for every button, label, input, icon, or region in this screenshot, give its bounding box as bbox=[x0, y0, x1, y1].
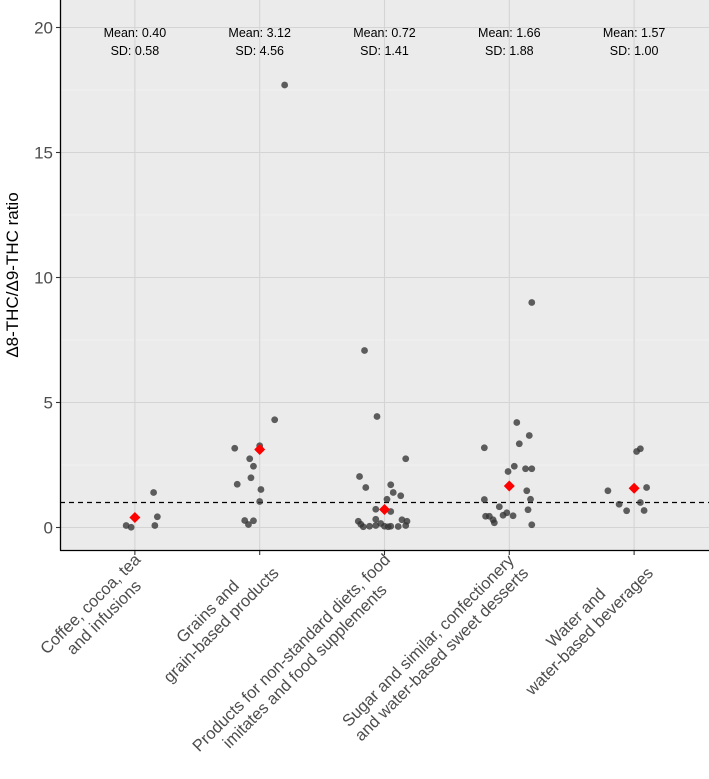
data-point bbox=[615, 500, 623, 508]
data-point bbox=[525, 432, 533, 439]
y-tick-label: 20 bbox=[34, 19, 53, 38]
data-point bbox=[604, 487, 612, 495]
data-point bbox=[361, 347, 368, 354]
data-point bbox=[359, 523, 367, 531]
y-axis-title: Δ8-THC/Δ9-THC ratio bbox=[3, 192, 22, 357]
data-point bbox=[402, 522, 410, 529]
sd-label: SD: 1.88 bbox=[485, 44, 534, 58]
data-point bbox=[372, 515, 380, 523]
data-point bbox=[356, 473, 363, 480]
y-tick-label: 5 bbox=[44, 394, 53, 413]
data-point bbox=[233, 480, 241, 488]
data-point bbox=[643, 484, 650, 491]
data-point bbox=[499, 511, 507, 519]
mean-label: Mean: 1.66 bbox=[478, 26, 541, 40]
sd-label: SD: 1.41 bbox=[360, 44, 409, 58]
data-point bbox=[402, 455, 410, 463]
data-point bbox=[127, 523, 135, 531]
data-points bbox=[122, 81, 650, 531]
data-point bbox=[623, 507, 631, 515]
data-point bbox=[281, 81, 289, 89]
mean-label: Mean: 1.57 bbox=[603, 26, 666, 40]
data-point bbox=[153, 513, 161, 521]
data-point bbox=[528, 299, 536, 306]
summary-annotations: Mean: 0.40 SD: 0.58 Mean: 3.12 SD: 4.56 Mean… bbox=[104, 26, 666, 58]
data-point bbox=[515, 440, 523, 448]
gridlines bbox=[60, 0, 709, 550]
data-point bbox=[151, 522, 159, 529]
data-point bbox=[246, 455, 254, 463]
data-point bbox=[150, 489, 158, 496]
data-point bbox=[495, 503, 503, 511]
y-tick-label: 15 bbox=[34, 144, 53, 163]
data-point bbox=[271, 416, 279, 424]
data-point bbox=[527, 495, 534, 503]
data-point bbox=[231, 444, 239, 452]
data-point bbox=[372, 505, 380, 513]
data-point bbox=[523, 487, 531, 495]
data-point bbox=[480, 496, 488, 503]
y-tick-label: 10 bbox=[34, 269, 53, 288]
x-tick-label-line: water-based beverages bbox=[522, 564, 657, 699]
data-point bbox=[256, 498, 264, 505]
mean-marker bbox=[628, 482, 640, 494]
data-point bbox=[510, 462, 518, 470]
data-point bbox=[397, 492, 405, 500]
mean-label: Mean: 0.72 bbox=[353, 26, 416, 40]
mean-marker bbox=[379, 504, 390, 515]
data-point bbox=[387, 522, 395, 530]
data-point bbox=[257, 486, 265, 493]
data-point bbox=[528, 521, 536, 529]
sd-label: SD: 1.00 bbox=[610, 44, 659, 58]
y-tick-label: 0 bbox=[44, 519, 53, 538]
data-point bbox=[509, 512, 517, 520]
sd-label: SD: 4.56 bbox=[235, 44, 284, 58]
data-point bbox=[524, 506, 532, 514]
mean-marker bbox=[503, 480, 515, 492]
data-point bbox=[640, 507, 648, 514]
mean-marker bbox=[254, 444, 266, 455]
data-point bbox=[373, 413, 381, 420]
x-tick-label: Products for non-standard diets, foodimi… bbox=[189, 551, 394, 756]
data-point bbox=[504, 468, 512, 475]
data-point bbox=[250, 462, 257, 470]
data-point bbox=[245, 521, 252, 528]
data-point bbox=[490, 519, 498, 527]
sd-label: SD: 0.58 bbox=[111, 44, 160, 58]
data-point bbox=[387, 481, 395, 489]
mean-label: Mean: 0.40 bbox=[104, 26, 167, 40]
data-point bbox=[480, 444, 488, 452]
data-point bbox=[247, 474, 255, 482]
data-point bbox=[394, 523, 402, 530]
mean-marker bbox=[129, 512, 141, 523]
data-point bbox=[250, 517, 257, 525]
data-point bbox=[383, 495, 391, 503]
data-point bbox=[366, 522, 373, 530]
y-axis-ticks: 0 5 10 15 20 bbox=[34, 19, 60, 538]
data-point bbox=[636, 445, 644, 453]
data-point bbox=[636, 499, 644, 506]
mean-label: Mean: 3.12 bbox=[228, 26, 291, 40]
data-point bbox=[362, 484, 370, 491]
data-point bbox=[528, 465, 536, 473]
data-point bbox=[513, 419, 521, 426]
data-point bbox=[389, 489, 397, 496]
data-point bbox=[522, 465, 529, 473]
